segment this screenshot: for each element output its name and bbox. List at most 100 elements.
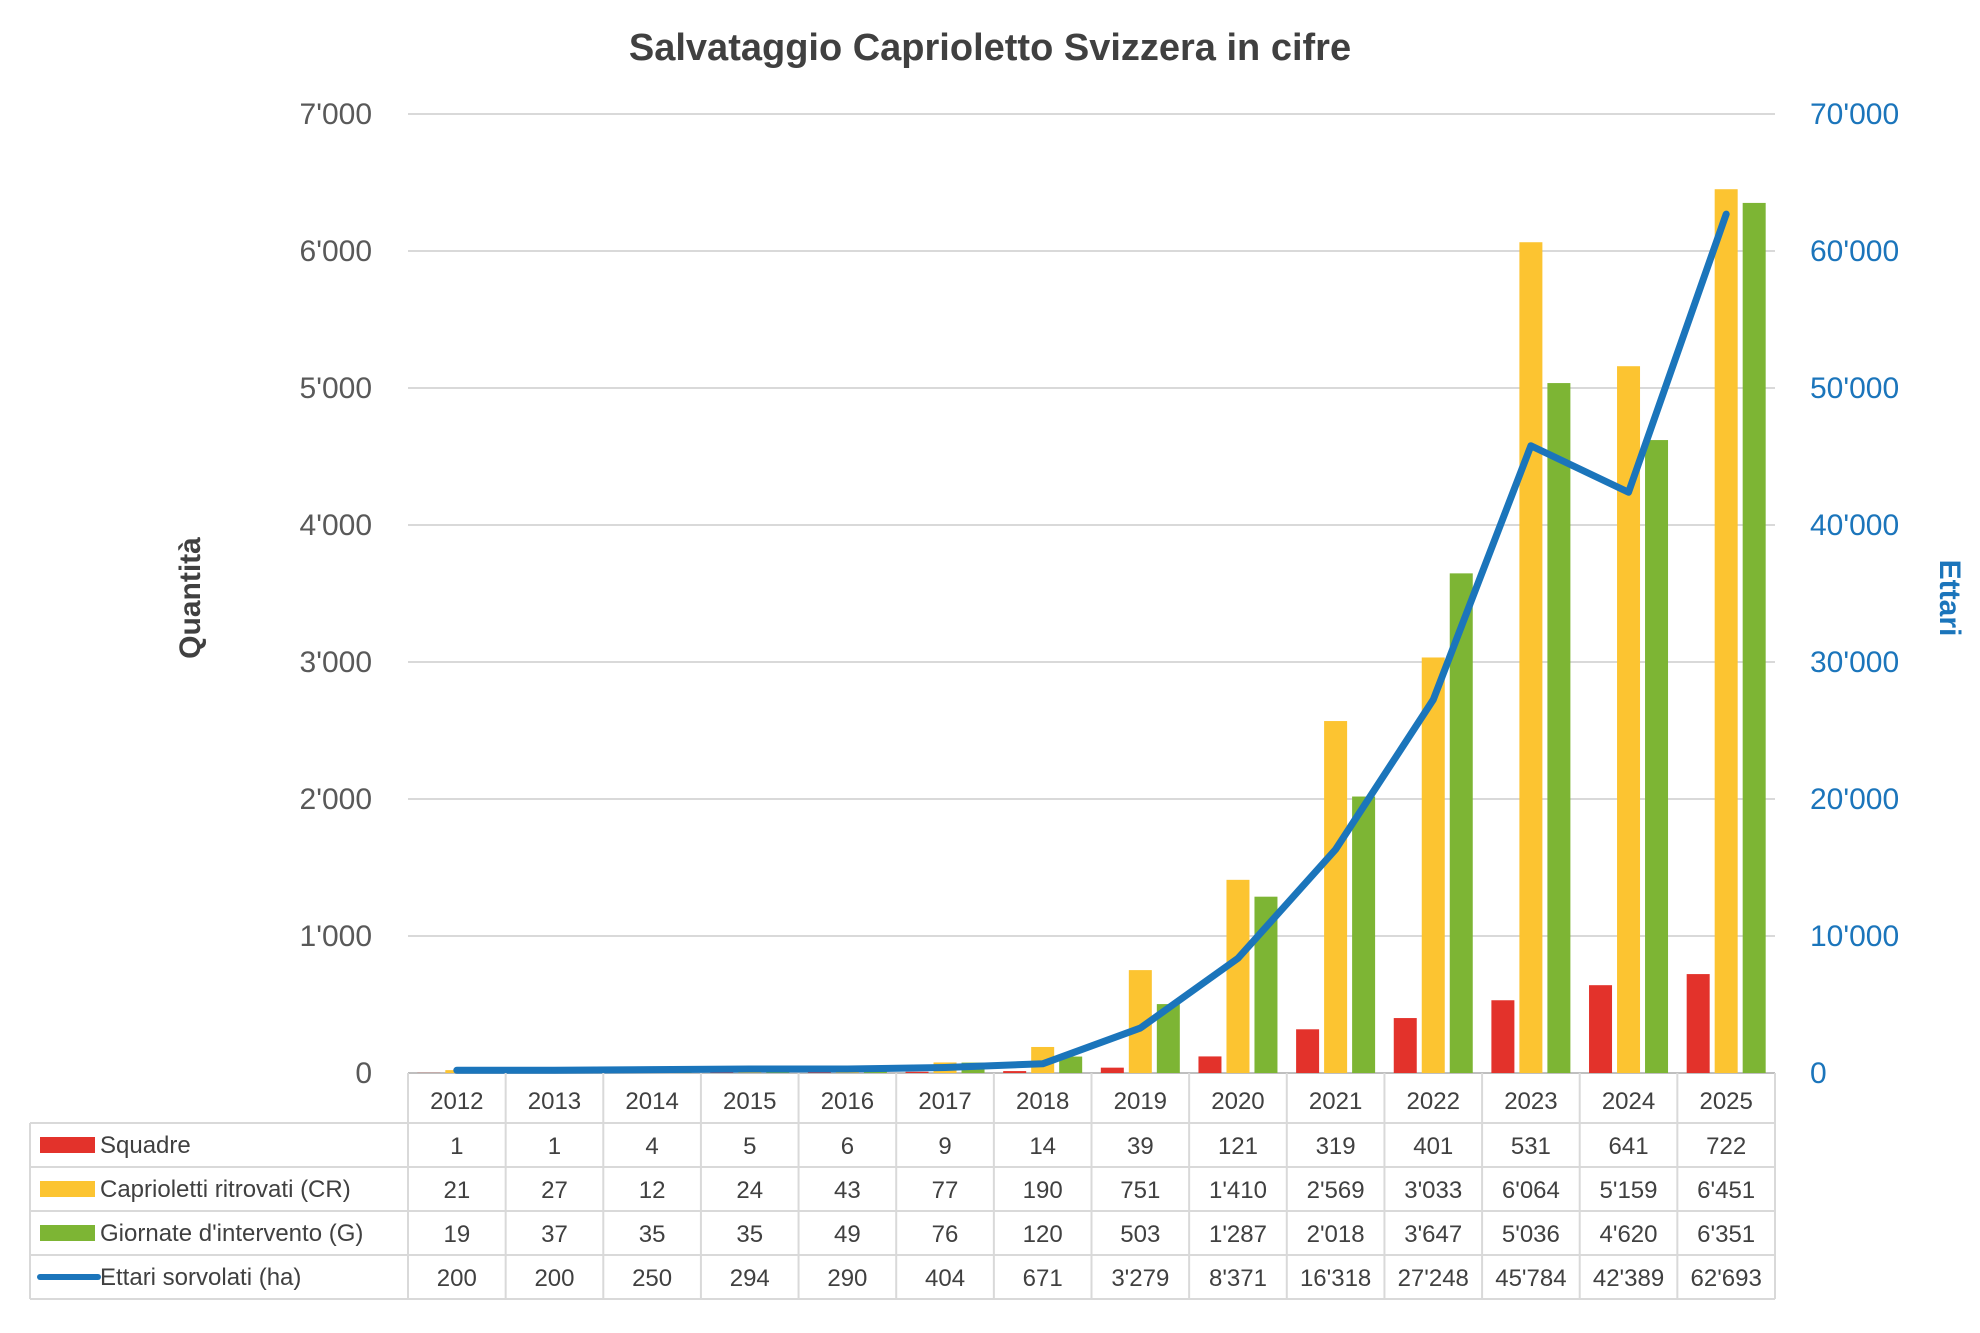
y2-tick-label: 30'000 xyxy=(1810,646,1899,679)
data-label: 401 xyxy=(1413,1133,1453,1160)
legend-label: Giornate d'intervento (G) xyxy=(100,1220,363,1247)
y-tick-label: 5'000 xyxy=(300,372,372,405)
y2-tick-label: 0 xyxy=(1810,1057,1827,1090)
bar xyxy=(1742,202,1766,1074)
data-label: 4 xyxy=(645,1133,658,1160)
category-label: 2018 xyxy=(1016,1088,1069,1115)
legend-label: Caprioletti ritrovati (CR) xyxy=(100,1176,351,1203)
data-label: 190 xyxy=(1023,1177,1063,1204)
axis-ticks: 0 1'000 2'000 3'000 4'000 5'000 6'000 7'000 0 10'… xyxy=(300,98,1900,1090)
legend-label: Squadre xyxy=(100,1132,191,1159)
category-label: 2022 xyxy=(1407,1088,1460,1115)
category-label: 2013 xyxy=(528,1088,581,1115)
bar xyxy=(1324,721,1348,1073)
bar xyxy=(1714,189,1738,1073)
data-label: 43 xyxy=(834,1177,861,1204)
y-tick-label: 7'000 xyxy=(300,98,372,131)
data-label: 42'389 xyxy=(1593,1265,1664,1292)
data-label: 6'451 xyxy=(1697,1177,1755,1204)
bar xyxy=(1352,796,1376,1073)
y2-tick-label: 60'000 xyxy=(1810,235,1899,268)
data-label: 21 xyxy=(443,1177,470,1204)
data-label: 3'647 xyxy=(1404,1221,1462,1248)
data-label: 120 xyxy=(1023,1221,1063,1248)
y-axis-label: Quantità xyxy=(174,537,207,659)
bar xyxy=(1617,366,1641,1073)
data-table: 2012 2013 2014 2015 2016 2017 2018 2019 2020 2021… xyxy=(29,1073,1776,1300)
data-label: 9 xyxy=(938,1133,951,1160)
y-tick-label: 0 xyxy=(355,1057,372,1090)
bar xyxy=(1589,985,1613,1073)
category-label: 2024 xyxy=(1602,1088,1655,1115)
y2-tick-label: 40'000 xyxy=(1810,509,1899,542)
bar xyxy=(1226,879,1250,1073)
category-label: 2015 xyxy=(723,1088,776,1115)
y-tick-label: 4'000 xyxy=(300,509,372,542)
data-label: 37 xyxy=(541,1221,568,1248)
data-label: 404 xyxy=(925,1265,965,1292)
bar xyxy=(1547,383,1571,1073)
bar xyxy=(1491,1000,1515,1073)
data-label: 62'693 xyxy=(1691,1265,1762,1292)
line-point xyxy=(1430,696,1437,703)
bar xyxy=(1128,970,1152,1073)
line-point xyxy=(1234,955,1241,962)
line-point xyxy=(649,1066,656,1073)
y2-tick-label: 10'000 xyxy=(1810,920,1899,953)
data-label: 24 xyxy=(736,1177,763,1204)
line-point xyxy=(1332,846,1339,853)
data-label: 8'371 xyxy=(1209,1265,1267,1292)
bar xyxy=(1003,1071,1027,1073)
data-label: 503 xyxy=(1120,1221,1160,1248)
data-label: 6'064 xyxy=(1502,1177,1560,1204)
data-label: 45'784 xyxy=(1495,1265,1566,1292)
line-point xyxy=(453,1067,460,1074)
bar xyxy=(1156,1004,1180,1073)
bar xyxy=(1059,1056,1083,1073)
data-label: 14 xyxy=(1029,1133,1056,1160)
data-label: 12 xyxy=(639,1177,666,1204)
line-point xyxy=(942,1064,949,1071)
data-label: 641 xyxy=(1609,1133,1649,1160)
data-label: 5 xyxy=(743,1133,756,1160)
data-label: 2'569 xyxy=(1307,1177,1365,1204)
series-line xyxy=(453,210,1730,1074)
category-label: 2019 xyxy=(1114,1088,1167,1115)
data-label: 751 xyxy=(1120,1177,1160,1204)
line-point xyxy=(1625,489,1632,496)
bar xyxy=(1393,1018,1417,1073)
line-point xyxy=(1527,442,1534,449)
legend-swatch xyxy=(40,1181,95,1197)
category-label: 2014 xyxy=(625,1088,678,1115)
data-label: 3'279 xyxy=(1111,1265,1169,1292)
line-marks xyxy=(453,210,1730,1074)
line-point xyxy=(746,1065,753,1072)
line-point xyxy=(1723,211,1730,218)
data-label: 1 xyxy=(450,1133,463,1160)
data-label: 1'410 xyxy=(1209,1177,1267,1204)
data-label: 49 xyxy=(834,1221,861,1248)
y2-axis-label: Ettari xyxy=(1933,560,1966,637)
line-point xyxy=(1039,1060,1046,1067)
bar xyxy=(1449,573,1473,1073)
bar xyxy=(1198,1056,1222,1073)
y-tick-label: 6'000 xyxy=(300,235,372,268)
data-label: 1'287 xyxy=(1209,1221,1267,1248)
data-label: 722 xyxy=(1706,1133,1746,1160)
gridlines xyxy=(408,113,1775,1074)
legend-swatch xyxy=(40,1225,95,1241)
bar xyxy=(1519,242,1543,1073)
data-label: 121 xyxy=(1218,1133,1258,1160)
data-label: 1 xyxy=(548,1133,561,1160)
data-label: 6'351 xyxy=(1697,1221,1755,1248)
category-label: 2012 xyxy=(430,1088,483,1115)
data-label: 319 xyxy=(1316,1133,1356,1160)
data-label: 531 xyxy=(1511,1133,1551,1160)
legend-label: Ettari sorvolati (ha) xyxy=(100,1264,301,1291)
line-point xyxy=(1137,1025,1144,1032)
data-label: 250 xyxy=(632,1265,672,1292)
data-label: 27'248 xyxy=(1398,1265,1469,1292)
data-label: 294 xyxy=(730,1265,770,1292)
data-label: 77 xyxy=(932,1177,959,1204)
y2-tick-label: 50'000 xyxy=(1810,372,1899,405)
